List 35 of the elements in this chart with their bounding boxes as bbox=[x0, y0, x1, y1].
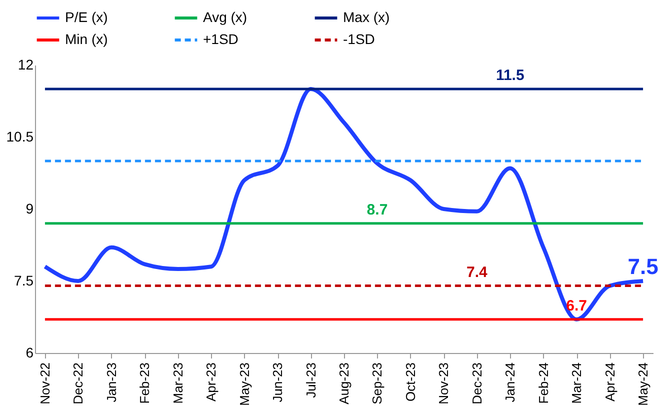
x-tick-label: Jul-23 bbox=[303, 362, 318, 398]
annotation: 8.7 bbox=[366, 201, 388, 218]
x-tick-label: Mar-23 bbox=[170, 362, 186, 404]
legend-label: +1SD bbox=[203, 31, 238, 47]
x-tick-label: Jan-24 bbox=[502, 362, 518, 402]
x-tick-label: Nov-22 bbox=[37, 362, 52, 404]
x-tick-label: Jan-23 bbox=[104, 362, 119, 402]
annotation: 6.7 bbox=[566, 297, 588, 314]
annotation: 7.4 bbox=[466, 264, 488, 281]
x-tick-label: Jun-23 bbox=[270, 362, 286, 402]
x-tick-label: Sep-23 bbox=[370, 362, 385, 404]
legend-label: Avg (x) bbox=[203, 9, 248, 25]
x-tick-label: Feb-24 bbox=[536, 362, 551, 404]
y-tick-label: 12 bbox=[18, 56, 34, 72]
x-tick-label: Feb-23 bbox=[137, 362, 152, 404]
x-tick-label: Nov-23 bbox=[436, 362, 452, 404]
legend-label: Min (x) bbox=[65, 31, 108, 47]
annotation: 11.5 bbox=[496, 67, 524, 84]
y-tick-label: 10.5 bbox=[6, 128, 34, 144]
y-tick-label: 7.5 bbox=[14, 272, 34, 288]
annotation: 7.5 bbox=[628, 254, 658, 279]
x-tick-label: May-24 bbox=[636, 362, 651, 406]
y-tick-label: 9 bbox=[26, 200, 34, 216]
x-tick-label: Mar-24 bbox=[569, 362, 584, 404]
legend-label: Max (x) bbox=[343, 9, 390, 25]
x-tick-label: Oct-23 bbox=[402, 362, 418, 402]
legend-label: -1SD bbox=[343, 31, 375, 47]
x-tick-label: Apr-24 bbox=[602, 362, 618, 402]
legend-label: P/E (x) bbox=[65, 9, 108, 25]
x-tick-label: Dec-22 bbox=[70, 362, 86, 404]
x-tick-label: Aug-23 bbox=[336, 362, 352, 404]
x-tick-label: Dec-23 bbox=[469, 362, 484, 404]
x-tick-label: Apr-23 bbox=[204, 362, 219, 402]
x-tick-label: May-23 bbox=[236, 362, 252, 406]
y-tick-label: 6 bbox=[26, 344, 34, 360]
